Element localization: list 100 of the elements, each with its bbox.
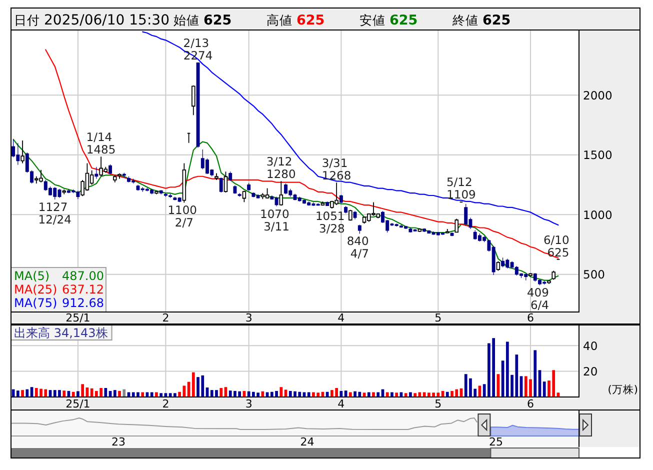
x-tick-label: 24 [300, 436, 314, 448]
text: 安値 [360, 12, 386, 28]
bar [390, 392, 394, 397]
bar [280, 387, 283, 397]
text: 始値 [174, 12, 200, 28]
y-tick-label: 40 [583, 338, 598, 353]
x-tick-label: 5 [434, 398, 442, 410]
candlestick [326, 201, 330, 206]
bar [348, 392, 352, 397]
candlestick [265, 188, 270, 199]
bar [16, 390, 20, 397]
text: 高値 [266, 12, 292, 28]
candlestick [279, 180, 284, 206]
bar [72, 392, 75, 397]
bar [534, 350, 537, 397]
candlestick [418, 228, 422, 232]
candlestick [118, 172, 122, 180]
candlestick [242, 190, 246, 203]
candlestick [122, 172, 126, 178]
candlestick [233, 185, 237, 194]
annotation: 912.68 [62, 296, 104, 310]
candlestick [339, 194, 343, 204]
bar [122, 389, 126, 397]
annotation: 5/12 1109 [446, 175, 476, 202]
bar [542, 382, 546, 397]
candlestick [552, 270, 556, 280]
bar [261, 391, 264, 397]
bar [150, 392, 154, 397]
candlestick [454, 218, 459, 233]
candlestick [528, 272, 532, 278]
bar [141, 392, 144, 397]
candlestick [228, 171, 232, 182]
bar [446, 392, 449, 397]
x-tick-label: 25/1 [66, 398, 90, 410]
text: 625 [204, 12, 232, 28]
bar [326, 392, 329, 397]
candlestick [219, 177, 223, 193]
bar [104, 388, 108, 397]
candlestick [192, 85, 196, 116]
bar [155, 392, 158, 397]
bar [113, 390, 116, 397]
x-tick-label: 25 [488, 436, 503, 448]
y-axis-title: (万株) [608, 383, 638, 396]
bar [376, 392, 380, 397]
x-tick-label: 4 [338, 312, 345, 324]
x-tick-label: 6 [527, 398, 534, 410]
candlestick [450, 232, 454, 236]
annotation: 3/31 1268 [322, 156, 352, 183]
annotation: 840 4/7 [346, 234, 372, 261]
x-tick-label: 3 [245, 312, 252, 324]
candlestick [446, 228, 450, 234]
annotation: 637.12 [62, 282, 104, 296]
x-tick-label: 25/1 [66, 312, 90, 324]
candlestick [154, 190, 158, 195]
x-tick-label: 23 [112, 436, 126, 448]
candlestick [186, 132, 191, 144]
bar [76, 391, 80, 397]
y-tick-label: 2000 [583, 88, 612, 102]
candlestick [20, 140, 24, 164]
candlestick [62, 189, 66, 195]
candlestick [108, 164, 112, 174]
y-tick-label: 20 [583, 364, 598, 378]
bar [372, 392, 375, 397]
bar [160, 393, 163, 397]
candlestick [196, 62, 200, 148]
candlestick [224, 171, 228, 193]
text: 625 [482, 12, 511, 28]
candlestick [214, 172, 218, 180]
candlestick [320, 201, 325, 206]
annotation: 1100 2/7 [168, 203, 201, 230]
annotation: 3/12 1280 [266, 154, 296, 182]
text: 625 [390, 12, 418, 28]
bar [81, 384, 84, 397]
candlestick [496, 260, 500, 272]
bar [192, 372, 195, 397]
bar [395, 392, 398, 397]
bar [386, 392, 389, 397]
candlestick [247, 182, 251, 192]
annotation: 6/10 625 [543, 232, 573, 260]
candlestick [348, 209, 352, 222]
annotation: 1070 3/11 [260, 206, 293, 234]
candlestick [344, 206, 348, 214]
x-tick-label: 3 [245, 398, 252, 410]
x-tick-label: 5 [434, 312, 442, 324]
x-tick-label: 4 [338, 398, 345, 410]
text: 2025/06/10 15:30 [44, 12, 170, 28]
annotation: 1/14 1485 [86, 130, 116, 157]
chart-title: 出来高 34,143株 [14, 326, 108, 340]
bar [62, 390, 66, 397]
candlestick [238, 192, 242, 197]
bar [367, 392, 370, 397]
candlestick [353, 210, 357, 220]
x-tick-label: 2 [162, 398, 170, 410]
x-tick-label: 2 [162, 312, 170, 324]
candlestick [358, 224, 362, 234]
bar [307, 392, 310, 397]
x-tick-label: 6 [527, 312, 534, 324]
bar [21, 390, 24, 397]
candlestick [159, 190, 163, 195]
annotation: 487.00 [62, 268, 104, 283]
